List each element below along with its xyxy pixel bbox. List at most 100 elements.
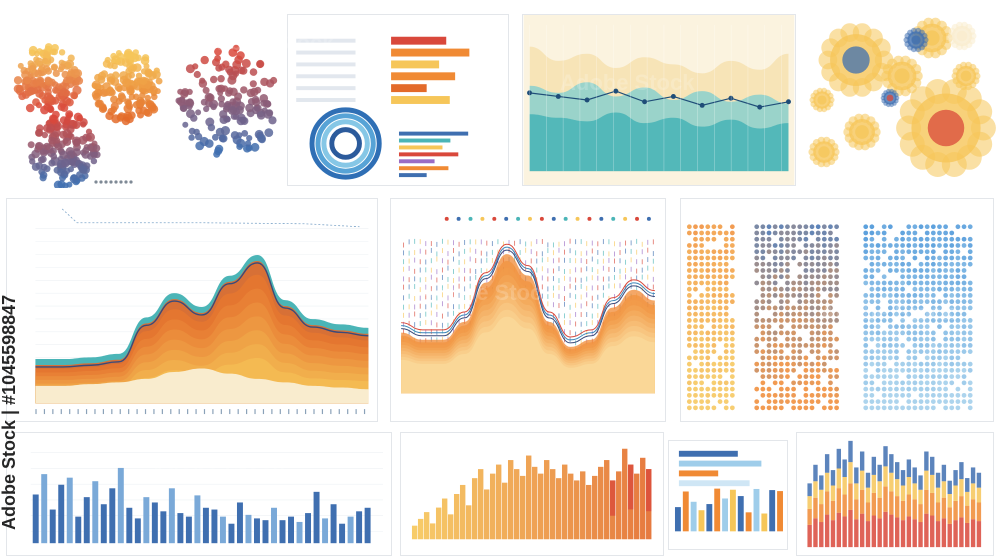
matrix-dot xyxy=(961,318,967,323)
matrix-dot xyxy=(785,236,790,242)
mountain-area-chart xyxy=(35,208,369,415)
cluster-point xyxy=(195,109,202,116)
matrix-dot xyxy=(930,286,936,292)
dot-strip xyxy=(525,266,527,272)
bar xyxy=(519,475,526,540)
dot-strip xyxy=(547,268,549,274)
matrix-dot xyxy=(821,230,827,236)
dashboard-bar xyxy=(398,159,435,164)
cluster-point xyxy=(133,63,142,72)
matrix-dot xyxy=(754,280,760,286)
matrix-dot xyxy=(809,255,815,261)
matrix-dot xyxy=(717,367,723,373)
bar xyxy=(453,494,460,540)
matrix-dot xyxy=(723,343,729,348)
matrix-dot xyxy=(869,255,875,261)
matrix-dot xyxy=(881,330,887,336)
matrix-dot xyxy=(949,268,955,273)
stacked-segment xyxy=(807,483,812,497)
matrix-dot xyxy=(803,399,809,404)
legend-dot xyxy=(94,180,98,184)
matrix-dot xyxy=(930,255,936,261)
dot-strip xyxy=(525,247,527,253)
dot-strip xyxy=(453,247,454,253)
dashboard-bar xyxy=(391,96,450,104)
matrix-dot xyxy=(912,255,918,261)
matrix-dot xyxy=(809,274,815,280)
matrix-dot xyxy=(930,386,936,392)
mini-bar xyxy=(745,512,752,532)
matrix-dot xyxy=(906,336,912,342)
matrix-dot xyxy=(723,330,729,336)
matrix-dot xyxy=(803,392,809,398)
matrix-dot xyxy=(943,261,948,267)
dot-strip xyxy=(619,241,621,247)
matrix-dot xyxy=(809,286,815,292)
dot-strip xyxy=(425,267,427,273)
matrix-dot xyxy=(949,255,955,261)
dot-strip xyxy=(436,311,438,317)
matrix-dot xyxy=(943,367,948,373)
matrix-dot xyxy=(828,311,833,317)
stacked-segment xyxy=(871,515,877,548)
dot-strip xyxy=(575,321,577,327)
dot-strip xyxy=(580,321,582,327)
matrix-dot xyxy=(967,367,973,373)
dot-strip xyxy=(580,312,582,318)
dot-strip xyxy=(441,248,443,254)
cluster-point xyxy=(199,77,206,84)
legend-dot xyxy=(551,216,556,221)
matrix-dot xyxy=(760,243,766,248)
matrix-dot xyxy=(834,274,839,280)
dot-strip xyxy=(608,266,610,272)
cluster-point xyxy=(149,104,159,114)
matrix-dot xyxy=(778,380,784,386)
dot-strip xyxy=(419,303,421,309)
matrix-dot xyxy=(791,230,796,236)
stacked-segment xyxy=(930,515,935,548)
cluster-point xyxy=(43,51,51,59)
matrix-dot xyxy=(943,286,948,292)
cluster-point xyxy=(35,142,42,150)
cluster-point xyxy=(35,102,42,109)
matrix-dot xyxy=(717,255,723,261)
matrix-dot xyxy=(809,230,815,236)
matrix-dot xyxy=(912,280,918,286)
matrix-dot xyxy=(717,274,723,280)
matrix-dot xyxy=(828,224,833,230)
matrix-dot xyxy=(711,374,717,379)
bar xyxy=(417,518,424,540)
matrix-dot xyxy=(894,399,899,404)
dot-strip xyxy=(453,277,454,283)
matrix-dot xyxy=(705,392,711,398)
matrix-dot xyxy=(967,361,973,367)
matrix-dot xyxy=(717,386,723,392)
dot-strip xyxy=(453,269,454,274)
matrix-dot xyxy=(961,392,967,398)
bar xyxy=(41,474,48,544)
dot-strip xyxy=(647,247,649,253)
bar xyxy=(586,484,592,540)
cluster-point xyxy=(100,70,109,78)
matrix-dot xyxy=(693,349,698,355)
dot-strip xyxy=(441,238,443,244)
matrix-dot xyxy=(869,361,875,367)
matrix-dot xyxy=(711,286,717,292)
x-tick xyxy=(170,409,172,415)
matrix-dot xyxy=(815,268,821,273)
matrix-dot xyxy=(828,236,833,242)
matrix-dot xyxy=(686,224,692,230)
mini-bar xyxy=(729,489,736,532)
matrix-dot xyxy=(785,367,790,373)
matrix-dot xyxy=(699,293,704,298)
matrix-dot xyxy=(937,236,942,242)
matrix-dot xyxy=(930,330,936,336)
matrix-dot xyxy=(912,286,918,292)
stacked-segment xyxy=(965,505,970,523)
dot-strip xyxy=(425,329,427,335)
cluster-point xyxy=(43,142,51,151)
matrix-dot xyxy=(791,367,796,373)
dot-strip xyxy=(441,292,443,298)
matrix-dot xyxy=(772,261,778,267)
matrix-dot xyxy=(863,293,869,298)
